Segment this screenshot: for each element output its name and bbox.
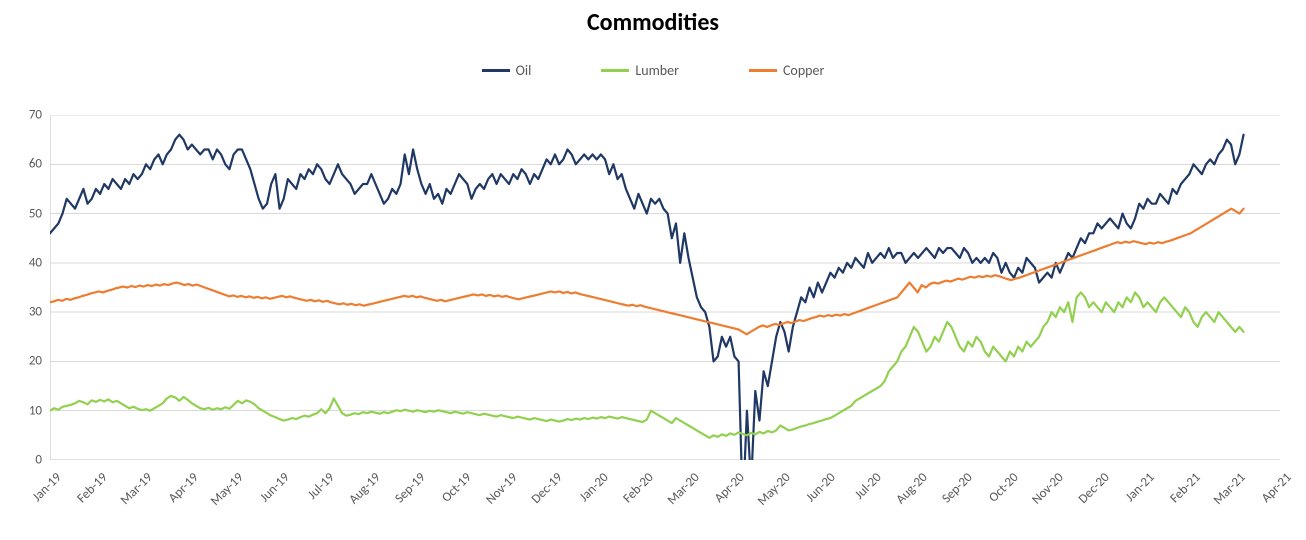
series-line-lumber [50, 292, 1244, 437]
legend-swatch-copper [749, 69, 777, 72]
plot-svg [50, 115, 1280, 460]
x-tick-label: May-20 [755, 470, 794, 509]
x-tick-label: Apr-21 [1259, 470, 1295, 506]
legend-label-lumber: Lumber [635, 62, 679, 79]
y-tick-label: 30 [29, 305, 42, 320]
x-tick-label: Jun-19 [257, 470, 292, 505]
legend-item-lumber: Lumber [601, 62, 679, 79]
y-tick-label: 50 [29, 206, 42, 221]
y-tick-label: 60 [29, 157, 42, 172]
x-tick-label: Jul-19 [305, 470, 338, 503]
commodities-line-chart: Commodities Oil Lumber Copper 0 10 20 30 40 5… [0, 0, 1306, 539]
x-tick-label: Feb-19 [74, 470, 110, 506]
y-tick-label: 10 [29, 403, 42, 418]
legend-swatch-oil [482, 69, 510, 72]
plot-area [50, 115, 1280, 460]
x-tick-label: Sep-20 [939, 470, 975, 506]
chart-title: Commodities [0, 8, 1306, 37]
x-axis-labels: Jan-19Feb-19Mar-19Apr-19May-19Jun-19Jul-… [50, 470, 1280, 540]
x-tick-label: Jul-20 [852, 470, 885, 503]
y-tick-label: 70 [29, 108, 42, 123]
x-tick-label: Aug-19 [346, 470, 383, 507]
legend-swatch-lumber [601, 69, 629, 72]
legend-label-copper: Copper [783, 62, 824, 79]
x-tick-label: Apr-19 [165, 470, 201, 506]
y-tick-label: 40 [29, 255, 42, 270]
x-tick-label: Mar-20 [664, 470, 702, 508]
y-tick-label: 20 [29, 354, 42, 369]
y-axis-labels: 010203040506070 [0, 115, 42, 460]
chart-legend: Oil Lumber Copper [0, 62, 1306, 79]
legend-item-oil: Oil [482, 62, 532, 79]
legend-item-copper: Copper [749, 62, 824, 79]
x-tick-label: Nov-20 [1029, 470, 1066, 507]
x-tick-label: Jan-19 [30, 470, 65, 505]
x-tick-label: Mar-21 [1211, 470, 1249, 508]
x-tick-label: May-19 [208, 470, 247, 509]
x-tick-label: Dec-20 [1076, 470, 1113, 507]
x-tick-label: Apr-20 [712, 470, 748, 506]
x-tick-label: Feb-20 [621, 470, 657, 506]
x-tick-label: Jan-21 [1123, 470, 1158, 505]
x-tick-label: Mar-19 [118, 470, 156, 508]
x-tick-label: Oct-19 [439, 470, 475, 506]
legend-label-oil: Oil [516, 62, 532, 79]
x-tick-label: Oct-20 [986, 470, 1022, 506]
x-tick-label: Nov-19 [483, 470, 520, 507]
series-line-copper [50, 209, 1244, 335]
x-tick-label: Jun-20 [804, 470, 839, 505]
x-tick-label: Feb-21 [1167, 470, 1203, 506]
x-tick-label: Dec-19 [529, 470, 566, 507]
x-tick-label: Aug-20 [893, 470, 930, 507]
x-tick-label: Jan-20 [576, 470, 611, 505]
x-tick-label: Sep-19 [393, 470, 429, 506]
y-tick-label: 0 [35, 453, 42, 468]
